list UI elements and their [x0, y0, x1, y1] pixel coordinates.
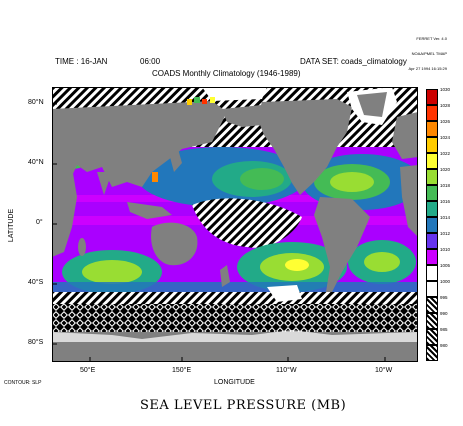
- colorbar-label-1024: 1024: [440, 135, 451, 140]
- colorbar-label-1010: 1010: [440, 247, 451, 252]
- colorbar-swatch-1014: [426, 217, 438, 233]
- colorbar-label-1000: 1000: [440, 279, 451, 284]
- south-indian-core: [82, 260, 142, 284]
- colorbar-label-1020: 1020: [440, 167, 451, 172]
- land-west-africa: [400, 165, 418, 237]
- colorbar-label-990: 990: [440, 311, 448, 316]
- colorbar-label-1016: 1016: [440, 199, 451, 204]
- x-tick-110w: 110°W: [276, 367, 297, 374]
- stamp-line-1: FERRET Ver. 4.0: [416, 36, 447, 41]
- ice-weddell: [267, 285, 302, 302]
- colorbar-label-980: 980: [440, 343, 448, 348]
- y-tick-80n: 80°N: [28, 99, 44, 106]
- southern-blue-band: [52, 282, 418, 292]
- land-greenland-rim: [357, 92, 387, 117]
- land-indonesia: [127, 202, 172, 219]
- colorbar-swatch-1030: [426, 89, 438, 105]
- asia-patch-3: [202, 99, 207, 104]
- asia-patch-4: [210, 97, 215, 103]
- colorbar-swatch-995: [426, 297, 438, 313]
- colorbar-swatch-1000: [426, 281, 438, 297]
- colorbar-label-995: 995: [440, 295, 448, 300]
- x-ticks: [89, 357, 386, 362]
- colorbar-label-1030: 1030: [440, 87, 451, 92]
- asia-patch-5: [152, 172, 158, 182]
- colorbar-label-1014: 1014: [440, 215, 451, 220]
- colorbar-label-985: 985: [440, 327, 448, 332]
- land-africa: [52, 162, 77, 257]
- y-tick-80s: 80°S: [28, 339, 44, 346]
- colorbar-swatch-1020: [426, 169, 438, 185]
- colorbar-swatch-1018: [426, 185, 438, 201]
- plot-subtitle: COADS Monthly Climatology (1946-1989): [152, 69, 301, 78]
- north-atlantic-lime: [330, 172, 374, 192]
- colorbar-swatch-980: [426, 345, 438, 361]
- land-australia: [151, 222, 198, 266]
- y-tick-40s: 40°S: [28, 279, 44, 286]
- land-europe: [392, 112, 418, 159]
- asia-patch-2: [194, 97, 200, 103]
- colorbar-label-1022: 1022: [440, 151, 451, 156]
- southern-cross: [52, 304, 418, 332]
- y-axis-label: LATITUDE: [8, 208, 16, 243]
- asia-patch-1: [187, 99, 192, 105]
- land-madagascar: [78, 238, 86, 256]
- south-pacific-hatch: [192, 198, 302, 248]
- time-value: 06:00: [140, 57, 161, 66]
- stamp-line-2: NOAA/PMEL TMAP: [411, 51, 447, 56]
- x-axis-label: LONGITUDE: [214, 379, 255, 386]
- x-tick-150e: 150°E: [172, 367, 192, 374]
- south-atlantic-core: [364, 252, 400, 272]
- colorbar-label-1005: 1005: [440, 263, 451, 268]
- colorbar-labels: 1030 1028 1026 1024 1022 1020 1018 1016 1014 1012…: [440, 87, 460, 361]
- north-pacific-green: [240, 168, 284, 190]
- x-tick-50e: 50°E: [80, 367, 96, 374]
- colorbar-swatch-1012: [426, 233, 438, 249]
- colorbar-swatch-1026: [426, 121, 438, 137]
- ice-antarctic-shelf: [52, 330, 418, 342]
- colorbar-swatch-1024: [426, 137, 438, 153]
- colorbar-swatch-1016: [426, 201, 438, 217]
- land-eurasia: [52, 101, 227, 187]
- colorbar-label-1028: 1028: [440, 103, 451, 108]
- y-tick-0: 0°: [36, 219, 43, 226]
- land-japan: [170, 149, 182, 172]
- dataset-label: DATA SET: coads_climatology: [300, 57, 407, 66]
- colorbar-label-1018: 1018: [440, 183, 451, 188]
- southern-hatch: [52, 292, 418, 304]
- colorbar-swatch-1010: [426, 249, 438, 265]
- colorbar-label-1012: 1012: [440, 231, 451, 236]
- colorbar-label-1026: 1026: [440, 119, 451, 124]
- time-label: TIME : 16-JAN: [55, 57, 108, 66]
- south-pacific-peak: [285, 259, 309, 271]
- land-masses: [52, 87, 418, 362]
- land-new-zealand: [220, 265, 230, 287]
- stamp-line-3: Apr 27 1994 16:15:29: [408, 66, 447, 71]
- y-tick-40n: 40°N: [28, 159, 44, 166]
- land-north-america: [257, 99, 352, 195]
- y-ticks: [52, 103, 57, 345]
- colorbar-swatch-1005: [426, 265, 438, 281]
- sea-level-pressure-map: [52, 87, 418, 362]
- ice-arctic: [202, 87, 267, 101]
- x-tick-10w: 10°W: [375, 367, 393, 374]
- land-india: [97, 172, 112, 195]
- plot-caption: SEA LEVEL PRESSURE (MB): [140, 398, 347, 413]
- colorbar-swatch-990: [426, 313, 438, 329]
- ferret-stamp: FERRET Ver. 4.0 NOAA/PMEL TMAP Apr 27 19…: [375, 26, 447, 76]
- land-south-america: [314, 197, 370, 292]
- colorbar-swatch-1022: [426, 153, 438, 169]
- land-alaska: [222, 105, 262, 127]
- colorbar-swatch-985: [426, 329, 438, 345]
- contour-label: CONTOUR: SLP: [4, 380, 42, 386]
- colorbar: [426, 89, 438, 361]
- colorbar-swatch-1028: [426, 105, 438, 121]
